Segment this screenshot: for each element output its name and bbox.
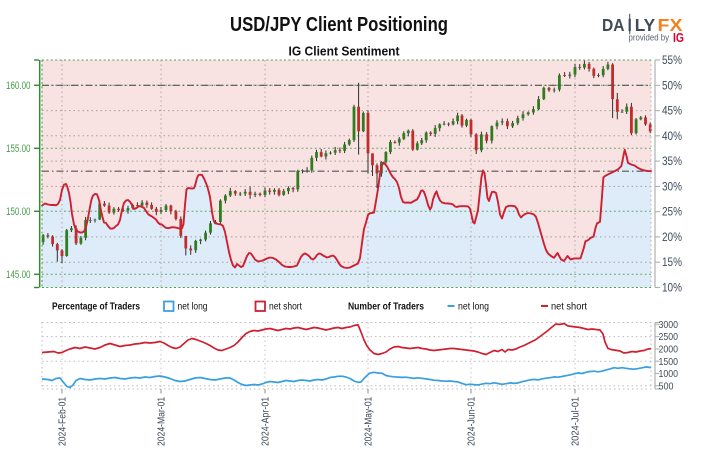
svg-text:IG Client Sentiment: IG Client Sentiment	[289, 44, 401, 59]
svg-text:net long: net long	[178, 302, 208, 313]
svg-text:25%: 25%	[662, 207, 682, 219]
svg-text:30%: 30%	[662, 181, 682, 193]
svg-text:2024-Apr-01: 2024-Apr-01	[261, 396, 272, 446]
svg-text:1000: 1000	[659, 368, 679, 380]
svg-text:45%: 45%	[662, 106, 682, 118]
svg-text:2000: 2000	[659, 344, 679, 356]
svg-text:10%: 10%	[662, 283, 682, 295]
svg-text:150.00: 150.00	[6, 206, 31, 218]
svg-text:500: 500	[659, 380, 674, 392]
svg-text:LY: LY	[635, 15, 656, 35]
svg-text:2500: 2500	[659, 331, 679, 343]
svg-text:2024-Jul-01: 2024-Jul-01	[571, 396, 582, 446]
svg-text:2024-Feb-01: 2024-Feb-01	[58, 396, 69, 446]
svg-text:3000: 3000	[659, 319, 679, 331]
svg-text:net long: net long	[458, 302, 489, 313]
svg-text:50%: 50%	[662, 80, 682, 92]
svg-text:35%: 35%	[662, 156, 682, 168]
svg-text:2024-May-01: 2024-May-01	[364, 396, 375, 446]
svg-text:IG: IG	[673, 31, 684, 45]
svg-text:provided by: provided by	[629, 32, 670, 42]
svg-text:USD/JPY Client Positioning: USD/JPY Client Positioning	[230, 13, 448, 36]
svg-text:Number of Traders: Number of Traders	[348, 302, 424, 313]
svg-text:2024-Jun-01: 2024-Jun-01	[467, 396, 478, 446]
svg-text:40%: 40%	[662, 131, 682, 143]
svg-text:20%: 20%	[662, 232, 682, 244]
svg-text:155.00: 155.00	[6, 143, 31, 155]
svg-text:15%: 15%	[662, 257, 682, 269]
svg-text:2024-Mar-01: 2024-Mar-01	[157, 396, 168, 446]
svg-text:145.00: 145.00	[6, 269, 31, 281]
svg-text:Percentage of Traders: Percentage of Traders	[52, 302, 140, 313]
svg-text:160.00: 160.00	[6, 80, 31, 92]
svg-text:net short: net short	[551, 302, 587, 313]
svg-text:1500: 1500	[659, 356, 679, 368]
svg-text:net short: net short	[269, 302, 302, 313]
svg-text:55%: 55%	[662, 55, 682, 67]
svg-text:FX: FX	[658, 15, 683, 35]
svg-text:DA: DA	[602, 15, 625, 35]
